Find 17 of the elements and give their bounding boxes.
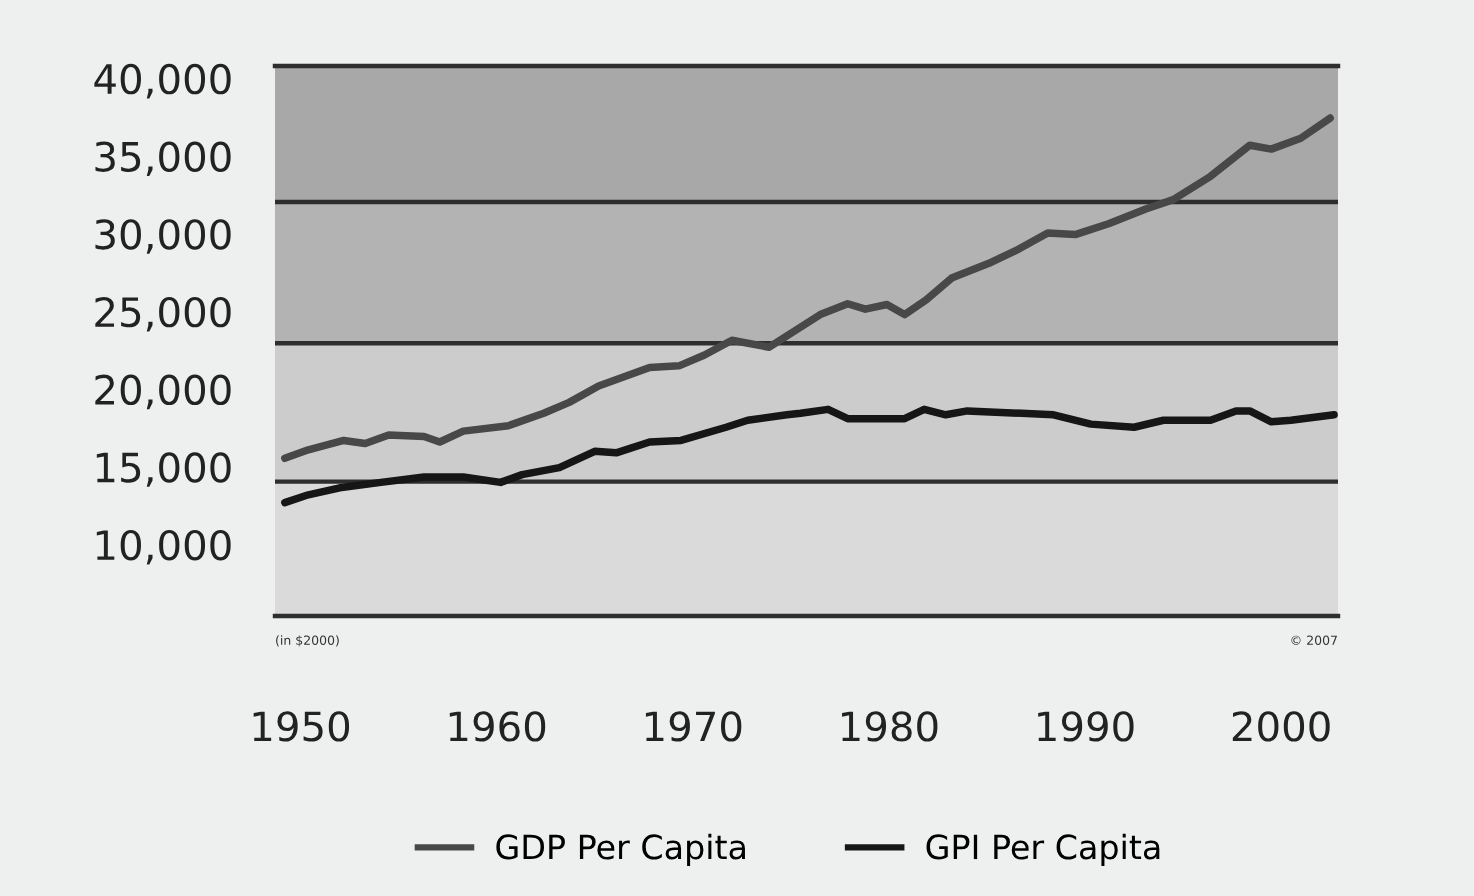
x-tick-label: 1990: [1038, 711, 1134, 742]
y-tick-label: 15,000: [96, 452, 231, 487]
y-tick-label: 20,000: [95, 374, 231, 410]
y-tick-label: 30,000: [95, 219, 231, 254]
y-tick-label: 10,000: [96, 529, 231, 565]
x-tick-label: 1980: [842, 711, 938, 742]
y-tick-label: 40,000: [94, 63, 231, 99]
text: (in $2000): [276, 635, 339, 647]
y-tick-label: 25,000: [95, 296, 231, 332]
y-tick-label: 35,000: [95, 141, 231, 177]
x-tick-label: 1960: [449, 711, 546, 742]
text: © 2007: [1291, 635, 1337, 645]
x-tick-label: 1970: [645, 711, 742, 742]
x-tick-label: 2000: [1232, 711, 1330, 742]
legend-label: GPI Per Capita: [926, 833, 1160, 866]
x-tick-label: 1950: [253, 711, 350, 742]
legend-label: GDP Per Capita: [496, 833, 745, 866]
